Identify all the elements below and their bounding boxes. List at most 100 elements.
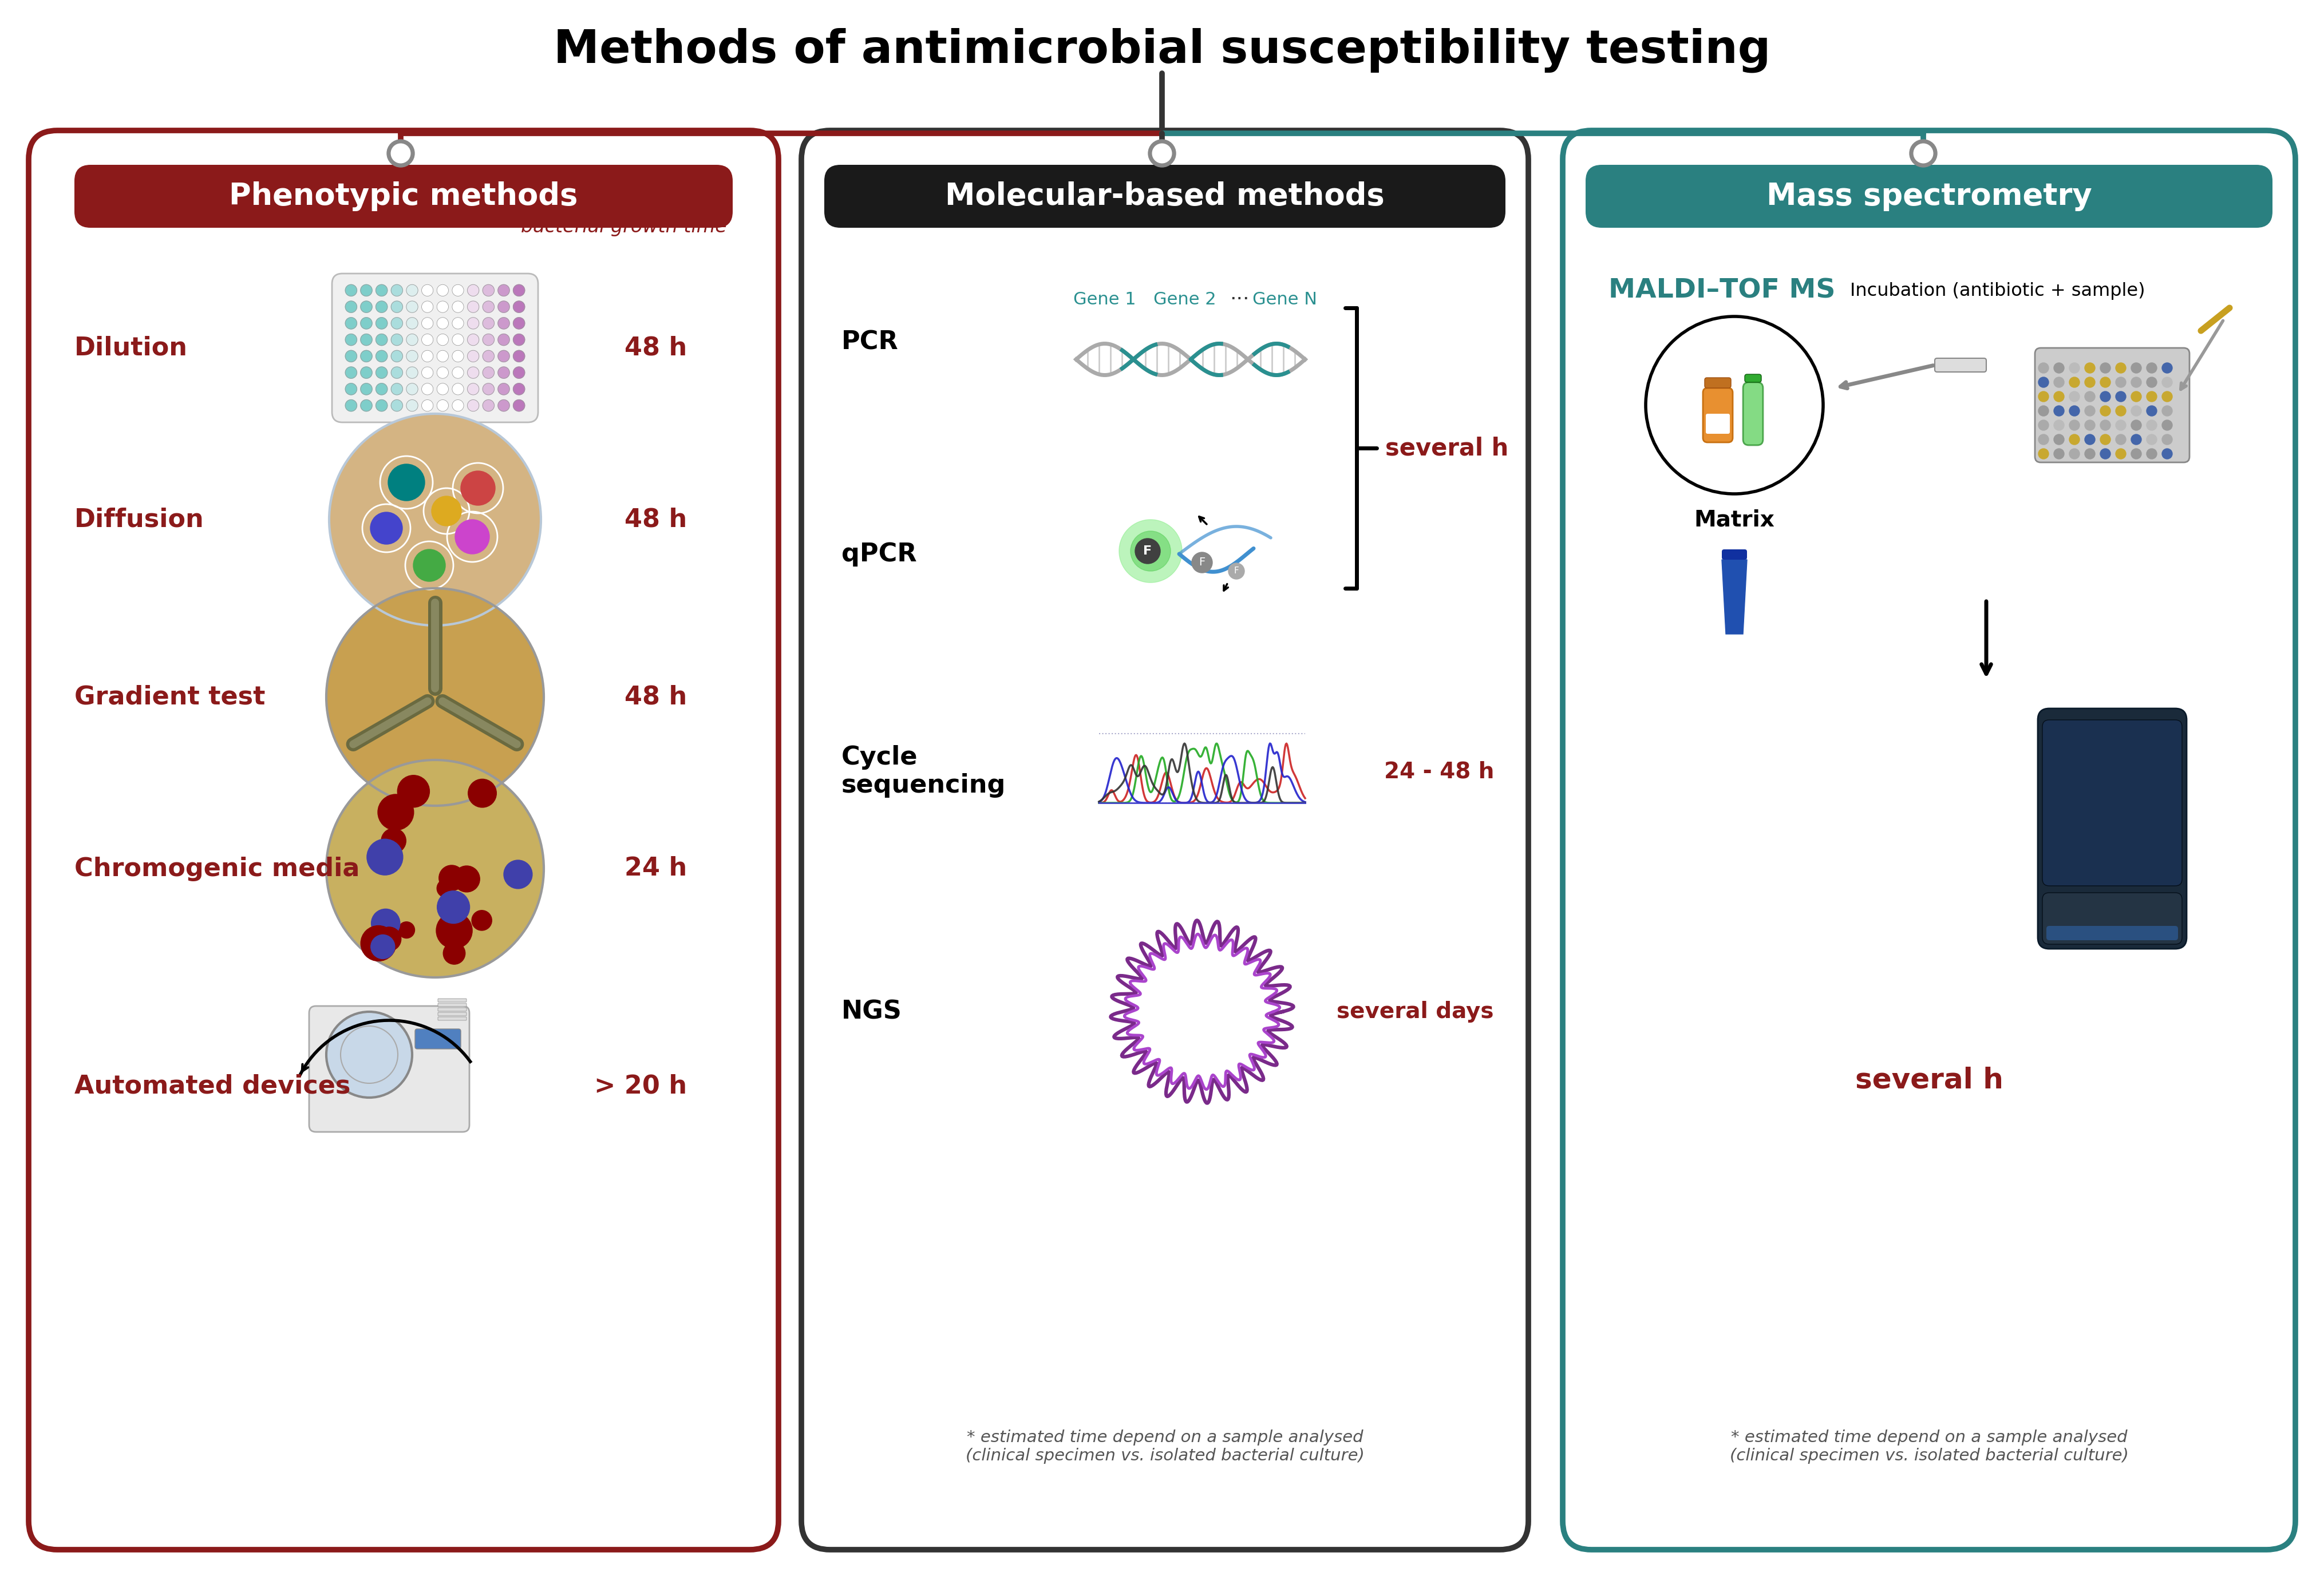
Circle shape — [2147, 406, 2157, 417]
Circle shape — [2101, 377, 2110, 388]
Circle shape — [467, 317, 479, 329]
Circle shape — [360, 399, 372, 412]
Circle shape — [390, 285, 402, 296]
Text: * estimated time depend on a sample analysed
(clinical specimen vs. isolated bac: * estimated time depend on a sample anal… — [964, 1429, 1364, 1464]
FancyBboxPatch shape — [1703, 388, 1734, 442]
Circle shape — [1134, 539, 1160, 564]
Circle shape — [2161, 448, 2173, 459]
Circle shape — [2115, 448, 2126, 459]
FancyBboxPatch shape — [437, 1003, 467, 1006]
Circle shape — [2085, 363, 2094, 374]
FancyBboxPatch shape — [437, 998, 467, 1003]
Circle shape — [421, 367, 432, 379]
FancyBboxPatch shape — [1745, 374, 1762, 382]
Circle shape — [376, 367, 388, 379]
Circle shape — [379, 794, 414, 830]
Circle shape — [1192, 553, 1213, 573]
FancyBboxPatch shape — [1743, 382, 1764, 445]
Circle shape — [514, 301, 525, 312]
Text: F: F — [1234, 567, 1239, 575]
Circle shape — [2054, 406, 2064, 417]
Circle shape — [2131, 448, 2140, 459]
Circle shape — [2085, 420, 2094, 431]
Circle shape — [421, 301, 432, 312]
Circle shape — [2068, 406, 2080, 417]
Text: several h: several h — [1385, 436, 1508, 459]
FancyBboxPatch shape — [2036, 348, 2189, 463]
Text: 48 h: 48 h — [625, 684, 688, 710]
Circle shape — [467, 383, 479, 394]
Text: NGS: NGS — [841, 1000, 902, 1023]
Circle shape — [2068, 448, 2080, 459]
Circle shape — [437, 350, 449, 363]
Circle shape — [1153, 144, 1171, 163]
Circle shape — [467, 285, 479, 296]
Circle shape — [483, 367, 495, 379]
Circle shape — [2038, 363, 2050, 374]
FancyBboxPatch shape — [437, 1012, 467, 1015]
Text: Methods of antimicrobial susceptibility testing: Methods of antimicrobial susceptibility … — [553, 29, 1771, 73]
Circle shape — [376, 334, 388, 345]
FancyBboxPatch shape — [437, 1007, 467, 1011]
Circle shape — [514, 317, 525, 329]
Circle shape — [2101, 406, 2110, 417]
Circle shape — [2161, 406, 2173, 417]
Text: Constrained by
bacterial growth time: Constrained by bacterial growth time — [521, 195, 727, 236]
Circle shape — [407, 367, 418, 379]
Circle shape — [432, 496, 462, 526]
Circle shape — [390, 144, 411, 163]
Circle shape — [376, 927, 402, 950]
Circle shape — [390, 399, 402, 412]
Circle shape — [453, 383, 465, 394]
Circle shape — [390, 383, 402, 394]
Circle shape — [346, 383, 358, 394]
Circle shape — [2068, 363, 2080, 374]
FancyBboxPatch shape — [309, 1006, 469, 1133]
Circle shape — [483, 301, 495, 312]
Circle shape — [360, 350, 372, 363]
Circle shape — [407, 383, 418, 394]
Circle shape — [390, 367, 402, 379]
FancyBboxPatch shape — [332, 274, 539, 423]
Circle shape — [2115, 420, 2126, 431]
Circle shape — [360, 367, 372, 379]
Circle shape — [407, 301, 418, 312]
Circle shape — [2038, 391, 2050, 402]
Circle shape — [2131, 406, 2140, 417]
Circle shape — [2038, 448, 2050, 459]
Circle shape — [370, 512, 402, 545]
Circle shape — [397, 922, 414, 938]
Circle shape — [2147, 448, 2157, 459]
FancyBboxPatch shape — [1703, 377, 1731, 388]
Circle shape — [421, 399, 432, 412]
Text: Gene N: Gene N — [1253, 291, 1318, 307]
Text: MALDI–TOF MS: MALDI–TOF MS — [1608, 277, 1836, 304]
Circle shape — [2115, 406, 2126, 417]
Circle shape — [497, 317, 509, 329]
Circle shape — [2131, 434, 2140, 445]
Circle shape — [325, 1012, 411, 1098]
Circle shape — [453, 317, 465, 329]
Circle shape — [376, 350, 388, 363]
Circle shape — [453, 285, 465, 296]
Circle shape — [2147, 434, 2157, 445]
Circle shape — [472, 911, 493, 930]
Circle shape — [346, 350, 358, 363]
Circle shape — [346, 399, 358, 412]
Circle shape — [497, 383, 509, 394]
Circle shape — [330, 413, 541, 626]
Text: Gradient test: Gradient test — [74, 684, 265, 710]
Circle shape — [360, 285, 372, 296]
Circle shape — [2161, 434, 2173, 445]
Circle shape — [2038, 406, 2050, 417]
FancyBboxPatch shape — [28, 130, 779, 1549]
Text: > 20 h: > 20 h — [595, 1074, 688, 1098]
Circle shape — [483, 399, 495, 412]
Circle shape — [1910, 139, 1936, 166]
Text: F: F — [1199, 558, 1206, 569]
FancyBboxPatch shape — [1936, 358, 1987, 372]
Circle shape — [346, 285, 358, 296]
FancyBboxPatch shape — [2043, 719, 2182, 885]
Circle shape — [346, 334, 358, 345]
Circle shape — [2147, 377, 2157, 388]
